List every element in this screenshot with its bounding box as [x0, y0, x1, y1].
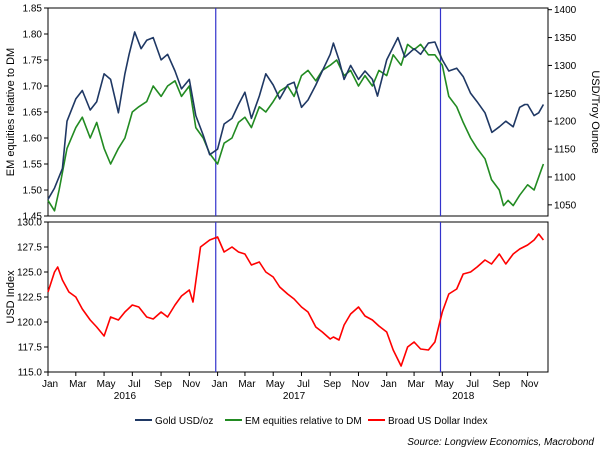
source-note: Source: Longview Economics, Macrobond: [407, 437, 594, 448]
top-right-tick-label: 1300: [554, 61, 577, 72]
series-gold: [47, 31, 545, 200]
legend-label-gold: Gold USD/oz: [155, 416, 213, 427]
x-tick-label: Jul: [128, 379, 141, 390]
x-axis: Jan Mar May Jul Sep Nov Jan Mar May Jul Sep Nov Jan M…: [42, 372, 539, 402]
x-year-label: 2016: [114, 391, 137, 402]
x-tick-label: Jan: [42, 379, 58, 390]
bottom-left-tick-label: 130.0: [17, 218, 42, 229]
series-em-equities: [47, 43, 545, 212]
top-left-axis-title: EM equities relative to DM: [5, 48, 17, 176]
x-tick-label: Nov: [182, 379, 200, 390]
top-left-tick-label: 1.75: [23, 56, 43, 67]
x-tick-label: Sep: [323, 379, 341, 390]
x-tick-label: May: [435, 379, 454, 390]
x-tick-label: May: [97, 379, 116, 390]
legend-label-usd: Broad US Dollar Index: [388, 416, 488, 427]
bottom-left-tick-label: 125.0: [17, 268, 42, 279]
x-tick-label: Nov: [521, 379, 539, 390]
top-panel-frame: [47, 7, 549, 217]
top-right-tick-label: 1350: [554, 33, 577, 44]
x-tick-label: Jul: [466, 379, 479, 390]
top-left-tick-label: 1.45: [23, 212, 43, 223]
top-right-axis-title: USD/Troy Ounce: [589, 70, 601, 153]
x-year-label: 2018: [452, 391, 475, 402]
top-left-tick-label: 1.80: [23, 30, 43, 41]
x-tick-label: Sep: [492, 379, 510, 390]
top-event-lines: [215, 8, 442, 216]
bottom-left-axis: 115.0 117.5 120.0 122.5 125.0 127.5 130.0: [17, 218, 48, 379]
x-year-label: 2017: [283, 391, 306, 402]
top-right-tick-label: 1200: [554, 117, 577, 128]
x-tick-label: Jul: [297, 379, 310, 390]
top-left-tick-label: 1.50: [23, 186, 43, 197]
x-tick-label: Mar: [69, 379, 87, 390]
legend-label-em: EM equities relative to DM: [245, 416, 362, 427]
bottom-left-axis-title: USD Index: [5, 270, 17, 324]
x-tick-label: May: [266, 379, 285, 390]
bottom-left-tick-label: 117.5: [18, 343, 43, 354]
x-tick-label: Jan: [212, 379, 228, 390]
top-left-axis: 1.45 1.50 1.55 1.60 1.65 1.70 1.75 1.80 1.85: [23, 4, 48, 223]
x-tick-label: Sep: [154, 379, 172, 390]
x-tick-label: Mar: [407, 379, 425, 390]
top-left-tick-label: 1.65: [23, 108, 43, 119]
x-tick-label: Nov: [352, 379, 370, 390]
bottom-panel-frame: [47, 221, 549, 373]
top-left-tick-label: 1.85: [23, 4, 43, 15]
top-panel: 1.45 1.50 1.55 1.60 1.65 1.70 1.75 1.80 1.85 105…: [5, 4, 601, 223]
top-right-tick-label: 1050: [554, 200, 577, 211]
x-tick-label: Jan: [381, 379, 397, 390]
x-tick-label: Mar: [238, 379, 256, 390]
top-right-tick-label: 1250: [554, 89, 577, 100]
top-right-axis: 1050 1100 1150 1200 1250 1300 1350 1400: [548, 5, 577, 211]
top-right-tick-label: 1100: [554, 172, 576, 183]
legend: Gold USD/oz EM equities relative to DM B…: [135, 416, 488, 427]
top-left-tick-label: 1.55: [23, 160, 43, 171]
bottom-series: [47, 233, 545, 367]
bottom-left-tick-label: 115.0: [18, 368, 43, 379]
top-left-tick-label: 1.60: [23, 134, 43, 145]
top-right-tick-label: 1150: [554, 145, 576, 156]
bottom-left-tick-label: 122.5: [17, 293, 42, 304]
bottom-left-tick-label: 127.5: [17, 243, 42, 254]
bottom-event-lines: [215, 222, 442, 372]
series-usd-index: [47, 233, 545, 367]
top-series: [47, 31, 545, 212]
bottom-left-tick-label: 120.0: [17, 318, 42, 329]
top-left-tick-label: 1.70: [23, 82, 43, 93]
bottom-panel: 115.0 117.5 120.0 122.5 125.0 127.5 130.0 USD …: [5, 218, 549, 379]
top-right-tick-label: 1400: [554, 5, 577, 16]
